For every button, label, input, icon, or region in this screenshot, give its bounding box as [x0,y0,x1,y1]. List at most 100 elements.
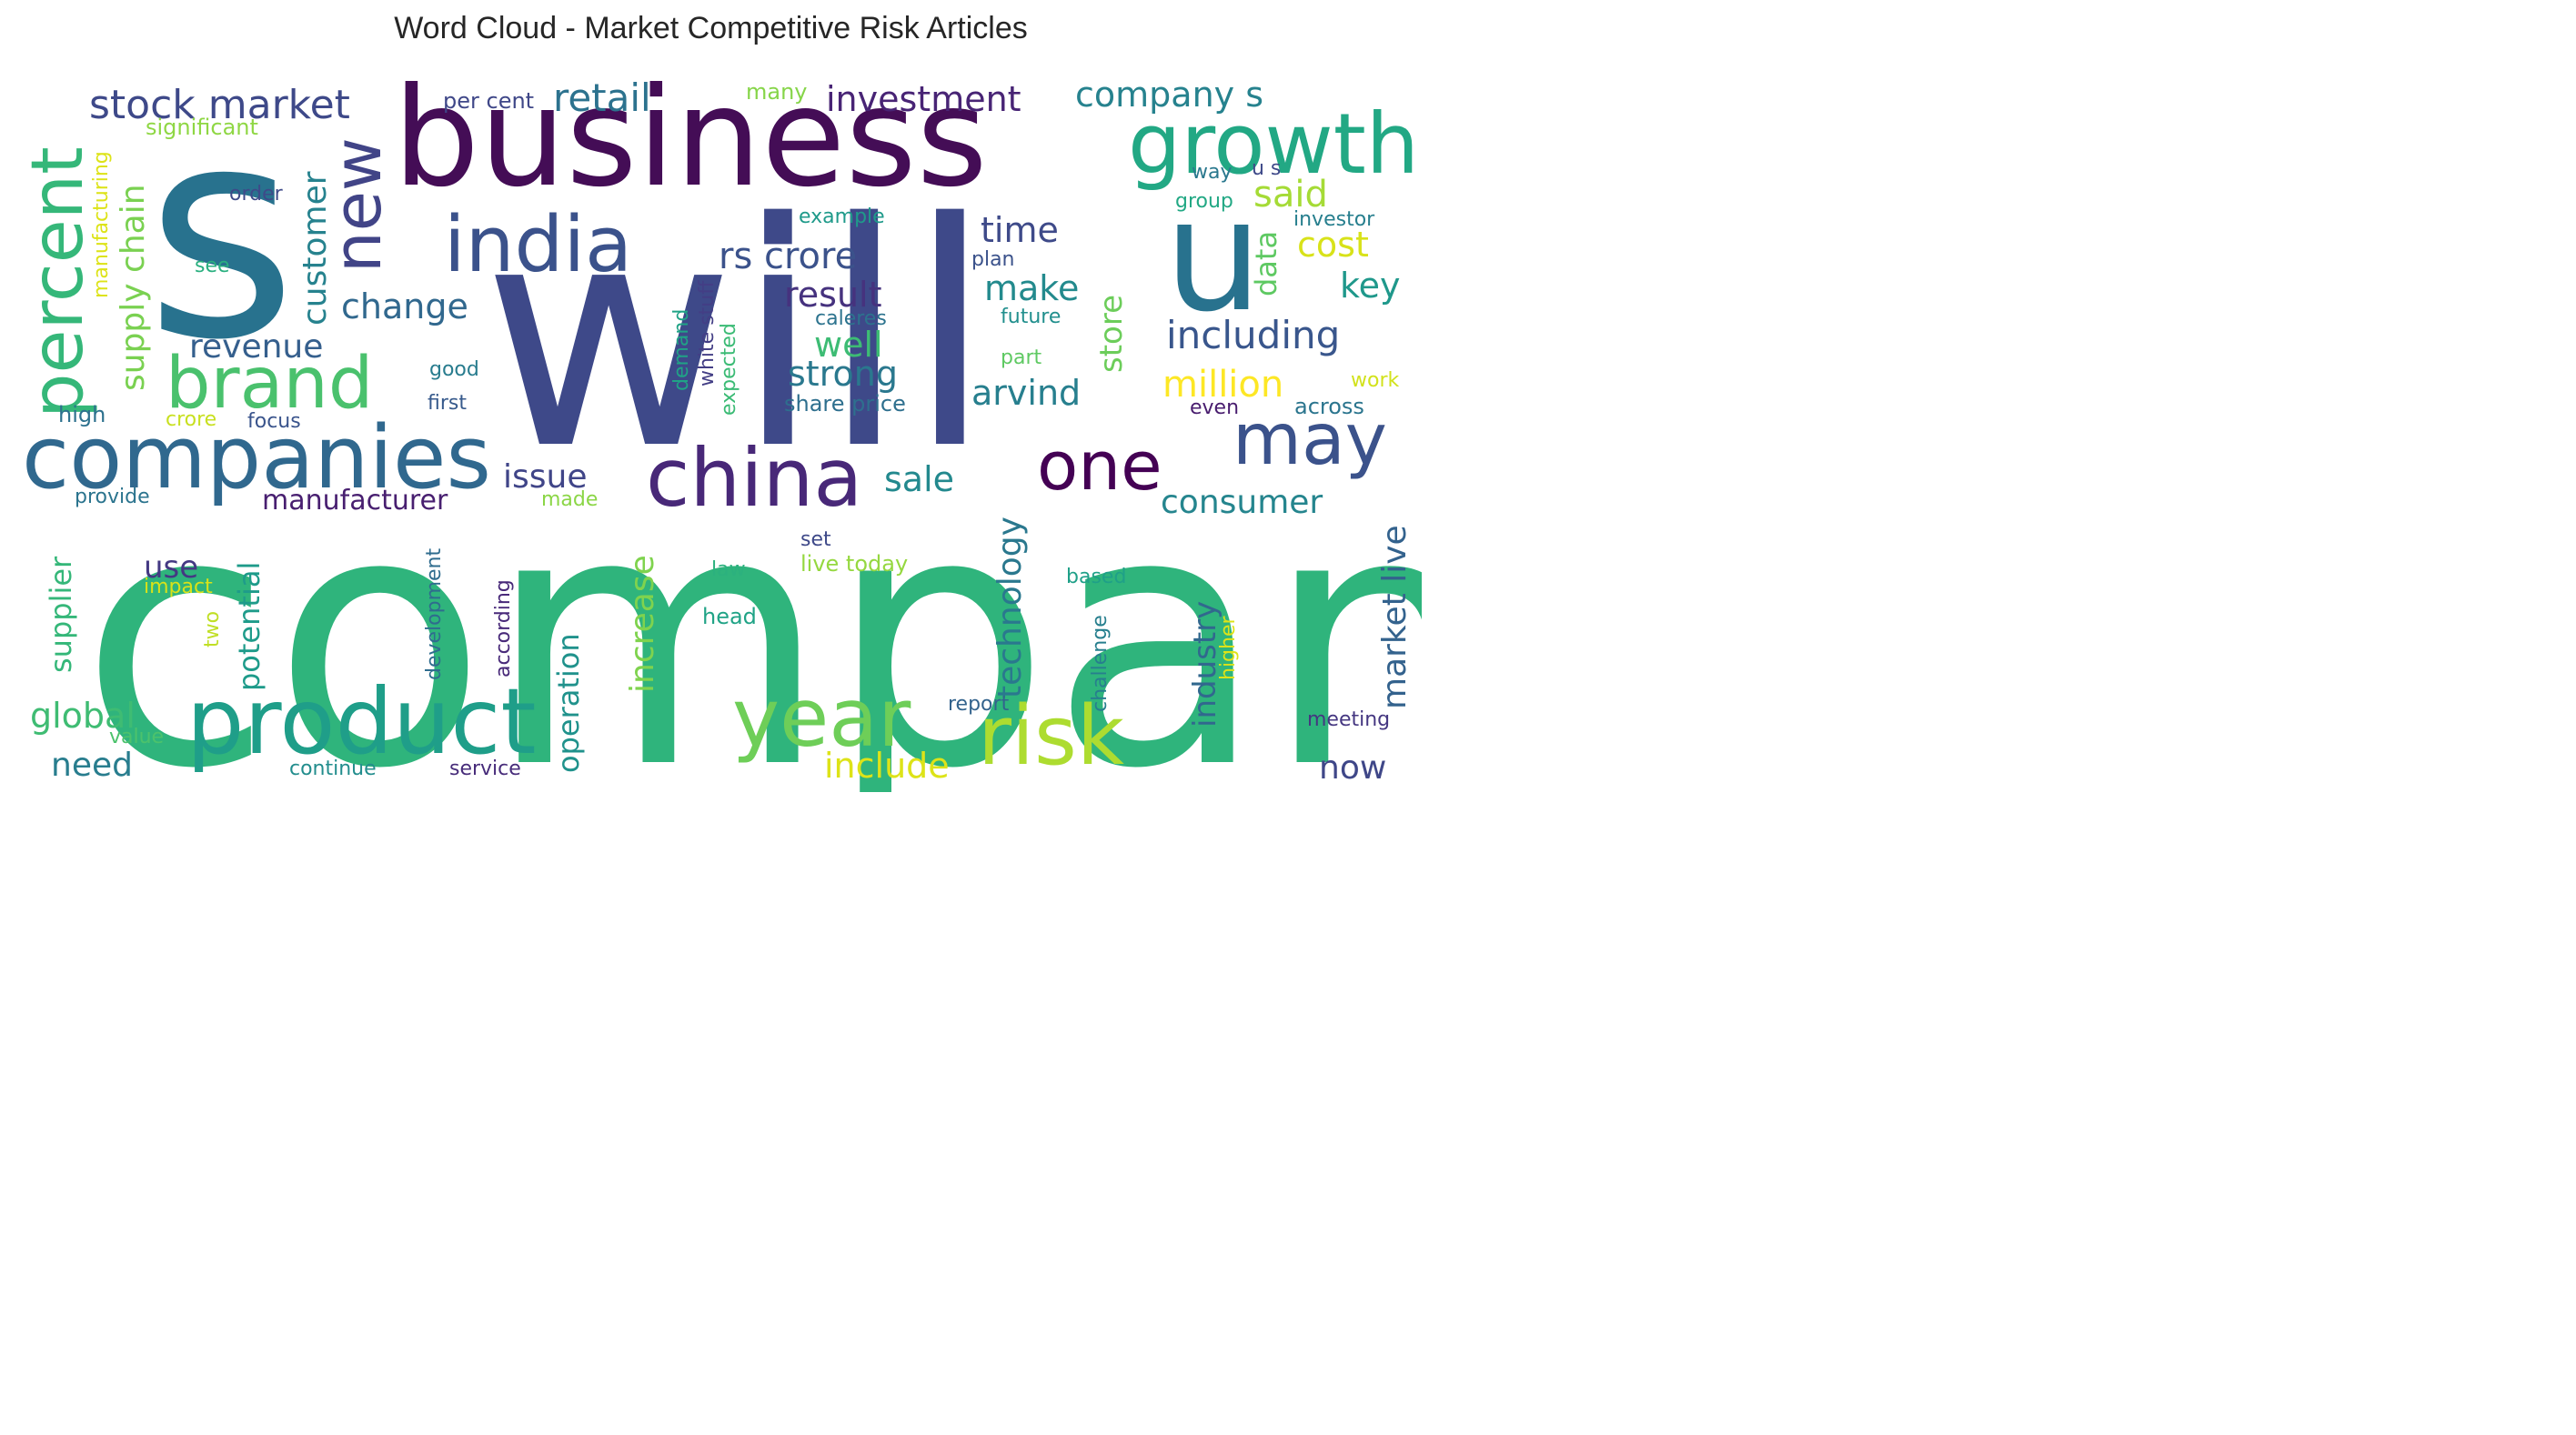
word-manufacturer: manufacturer [262,485,448,517]
word-made: made [541,488,598,511]
word-said: said [1253,174,1328,216]
chart-title: Word Cloud - Market Competitive Risk Art… [394,11,1028,45]
word-percent: percent [17,146,99,418]
word-data: data [1249,231,1283,296]
word-potential: potential [232,562,267,691]
word-make: make [984,268,1079,308]
word-revenue: revenue [189,328,323,366]
word-india: india [444,200,632,290]
word-across: across [1294,394,1364,419]
word-technology: technology [991,517,1029,698]
word-supplier: supplier [44,556,78,673]
word-one: one [1037,427,1162,506]
word-caleres: caleres [815,307,887,330]
word-investor: investor [1293,208,1375,231]
word-head: head [702,604,757,629]
word-expected: expected [718,323,740,416]
word-arvind: arvind [971,373,1081,413]
word-product: product [186,668,537,775]
word-customer: customer [297,171,334,326]
word-way: way [1192,161,1233,184]
word-cost: cost [1297,225,1369,265]
word-key: key [1340,266,1401,306]
word-supply-chain: supply chain [115,184,152,391]
word-meeting: meeting [1307,708,1390,731]
word-stock-market: stock market [89,82,350,128]
word-increase: increase [624,555,661,693]
word-u-s: u s [1252,157,1281,180]
word-rs-crore: rs crore [719,236,857,277]
word-report: report [948,693,1010,716]
word-good: good [429,358,479,381]
word-growth: growth [1128,95,1419,193]
word-company-s: company s [1075,75,1263,115]
word-companies: companies [22,408,491,508]
word-many: many [746,79,808,105]
word-significant: significant [146,115,258,140]
word-impact: impact [144,576,213,598]
word-challenge: challenge [1089,615,1112,712]
word-risk: risk [978,688,1124,784]
word-china: china [646,431,862,525]
word-operation: operation [551,633,586,773]
word-provide: provide [75,486,150,508]
word-higher: higher [1217,616,1240,680]
word-two: two [201,611,224,647]
word-based: based [1066,566,1126,588]
word-group: group [1175,190,1233,213]
word-manufacturing: manufacturing [90,151,113,298]
word-live-today: live today [800,551,908,577]
word-include: include [824,746,950,786]
word-see: see [195,255,230,277]
word-company: company [80,437,1422,792]
word-retail: retail [553,75,651,120]
word-strong: strong [788,354,898,394]
word-share-price: share price [784,391,906,416]
word-investment: investment [826,79,1021,119]
word-million: million [1162,364,1283,406]
word-service: service [449,758,521,780]
word-global: global [30,696,136,736]
word-part: part [1001,346,1041,369]
word-even: even [1190,396,1239,419]
word-according: according [492,579,515,677]
word-well: well [814,325,883,365]
word-crore: crore [166,408,216,431]
word-example: example [799,206,885,228]
word-s: s [146,65,297,404]
word-including: including [1166,313,1340,357]
word-industry: industry [1187,601,1223,728]
word-market-live: market live [1376,525,1414,709]
word-plan: plan [971,248,1015,271]
word-white-stuff: white stuff [696,280,719,386]
word-law: law [711,558,746,581]
word-development: development [423,547,446,680]
word-work: work [1351,369,1399,392]
word-store: store [1093,295,1130,373]
word-brand: brand [166,343,373,425]
word-set: set [800,528,831,551]
word-year: year [732,671,911,765]
word-business: business [393,59,988,217]
word-result: result [784,275,882,315]
word-new: new [319,137,396,273]
word-now: now [1319,749,1386,787]
word-change: change [341,286,468,326]
word-continue: continue [289,758,377,780]
word-time: time [981,210,1059,250]
word-order: order [229,183,284,206]
word-demand: demand [670,309,693,391]
word-first: first [428,392,467,415]
word-per-cent: per cent [443,88,534,114]
word-will: will [482,157,992,517]
word-cloud: companywillbusiness s u companies product gro… [17,59,1422,792]
word-issue: issue [503,458,587,496]
word-use: use [144,549,198,586]
word-need: need [51,747,133,784]
word-u: u [1164,166,1263,346]
word-high: high [58,402,106,427]
word-consumer: consumer [1161,484,1323,521]
word-focus: focus [247,410,301,433]
word-value: value [109,726,164,748]
word-may: may [1233,399,1387,481]
